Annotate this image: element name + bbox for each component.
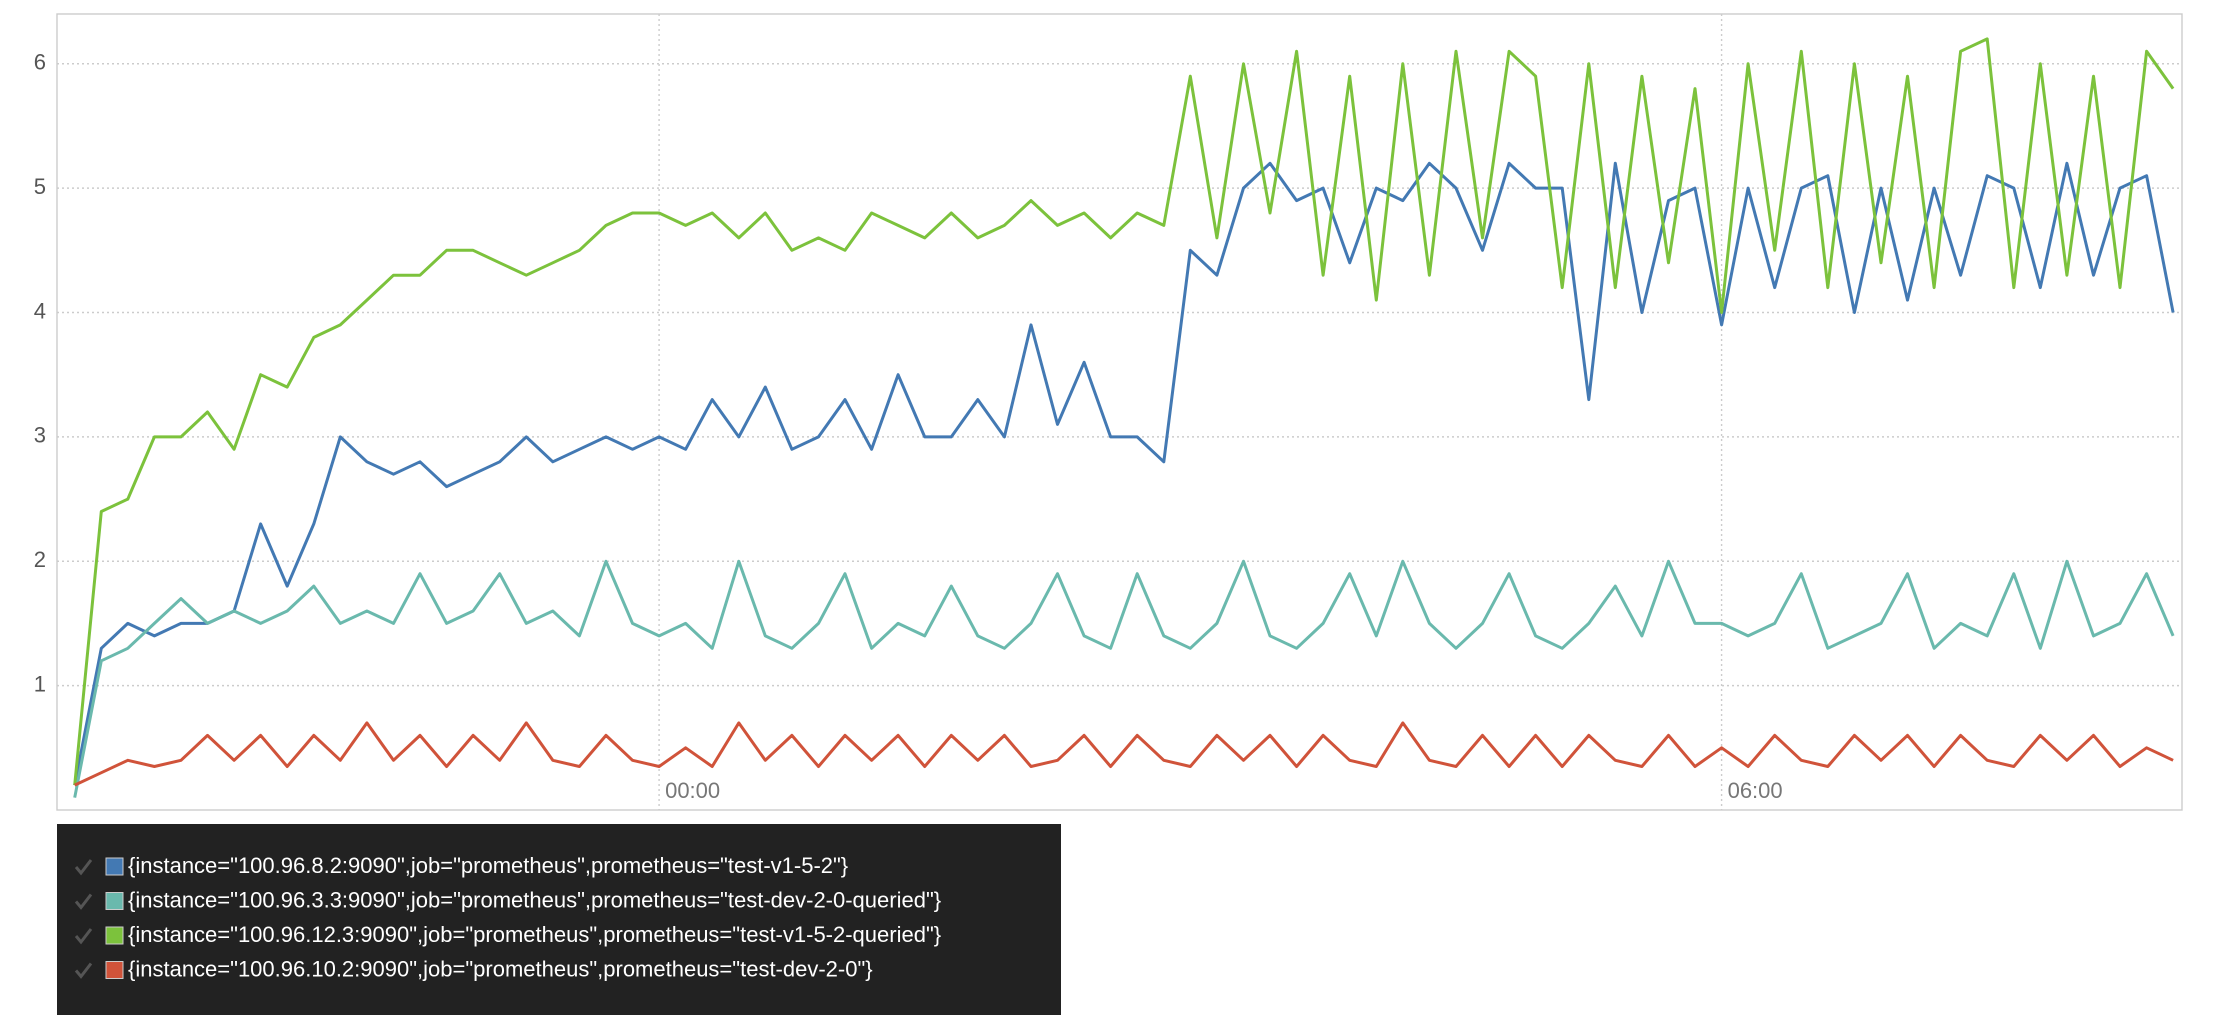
y-tick-label: 6 (34, 50, 46, 75)
y-tick-label: 3 (34, 423, 46, 448)
series-line (74, 721, 2174, 787)
legend-swatch (105, 926, 124, 945)
x-tick-label: 06:00 (1728, 778, 1783, 803)
y-tick-label: 1 (34, 671, 46, 696)
legend-label: {instance="100.96.8.2:9090",job="prometh… (128, 853, 848, 878)
y-tick-label: 2 (34, 547, 46, 572)
legend-check (74, 928, 93, 945)
legend-item[interactable]: {instance="100.96.10.2:9090",job="promet… (74, 956, 873, 981)
legend-check (74, 859, 93, 876)
legend-label: {instance="100.96.12.3:9090",job="promet… (128, 922, 941, 947)
legend-swatch (105, 857, 124, 876)
legend-check (74, 893, 93, 910)
legend-item[interactable]: {instance="100.96.3.3:9090",job="prometh… (74, 887, 941, 912)
legend-swatch (105, 961, 124, 979)
legend-label: {instance="100.96.3.3:9090",job="prometh… (128, 887, 941, 912)
series-line (73, 559, 2175, 798)
legend-swatch (105, 892, 124, 910)
legend-item[interactable]: {instance="100.96.8.2:9090",job="prometh… (74, 853, 848, 878)
x-tick-label: 00:00 (665, 778, 720, 803)
legend-check (74, 962, 93, 979)
y-tick-label: 5 (34, 174, 46, 199)
legend-label: {instance="100.96.10.2:9090",job="promet… (128, 956, 873, 981)
y-tick-label: 4 (34, 298, 46, 323)
plot-area (56, 13, 2183, 811)
series-line (73, 161, 2175, 786)
series-line (73, 37, 2175, 786)
legend-box (57, 824, 1061, 1015)
legend-item[interactable]: {instance="100.96.12.3:9090",job="promet… (74, 922, 941, 947)
